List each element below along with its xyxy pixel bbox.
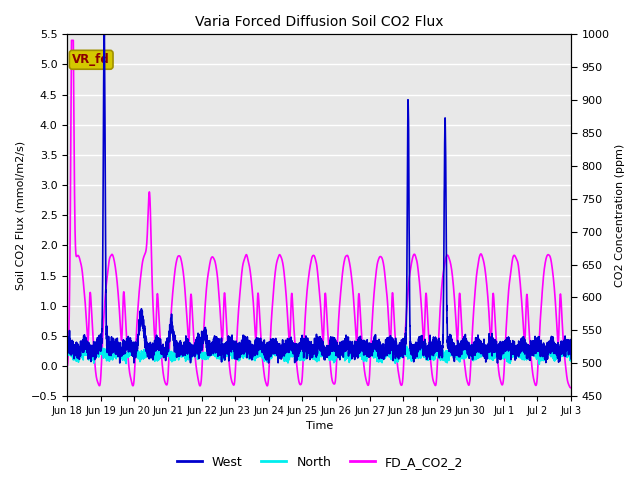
North (63, 348, 71, 354)
Line: North: North (67, 344, 571, 364)
North (256, 354, 264, 360)
FD_A_CO2_2 (567, 385, 575, 391)
Legend: West, North, FD_A_CO2_2: West, North, FD_A_CO2_2 (172, 451, 468, 474)
West (567, 356, 575, 361)
North (477, 351, 485, 357)
FD_A_CO2_2 (477, 252, 485, 257)
North (391, 353, 399, 359)
FD_A_CO2_2 (391, 331, 399, 336)
X-axis label: Time: Time (305, 421, 333, 432)
North (352, 341, 360, 347)
West (256, 337, 264, 343)
FD_A_CO2_2 (63, 364, 71, 370)
FD_A_CO2_2 (365, 373, 373, 379)
Y-axis label: Soil CO2 Flux (mmol/m2/s): Soil CO2 Flux (mmol/m2/s) (15, 141, 25, 290)
Title: Varia Forced Diffusion Soil CO2 Flux: Varia Forced Diffusion Soil CO2 Flux (195, 15, 444, 29)
Line: FD_A_CO2_2: FD_A_CO2_2 (67, 40, 571, 388)
West (100, 26, 108, 32)
North (567, 351, 575, 357)
North (440, 349, 447, 355)
Text: VR_fd: VR_fd (72, 53, 110, 66)
North (365, 349, 373, 355)
West (365, 347, 373, 352)
FD_A_CO2_2 (440, 270, 447, 276)
FD_A_CO2_2 (68, 37, 76, 43)
West (478, 341, 486, 347)
West (440, 306, 447, 312)
Y-axis label: CO2 Concentration (ppm): CO2 Concentration (ppm) (615, 144, 625, 287)
West (63, 344, 71, 350)
West (391, 345, 399, 351)
West (116, 360, 124, 366)
FD_A_CO2_2 (155, 312, 163, 318)
North (155, 349, 163, 355)
FD_A_CO2_2 (256, 318, 264, 324)
North (536, 361, 543, 367)
Line: West: West (67, 29, 571, 363)
West (155, 336, 163, 341)
